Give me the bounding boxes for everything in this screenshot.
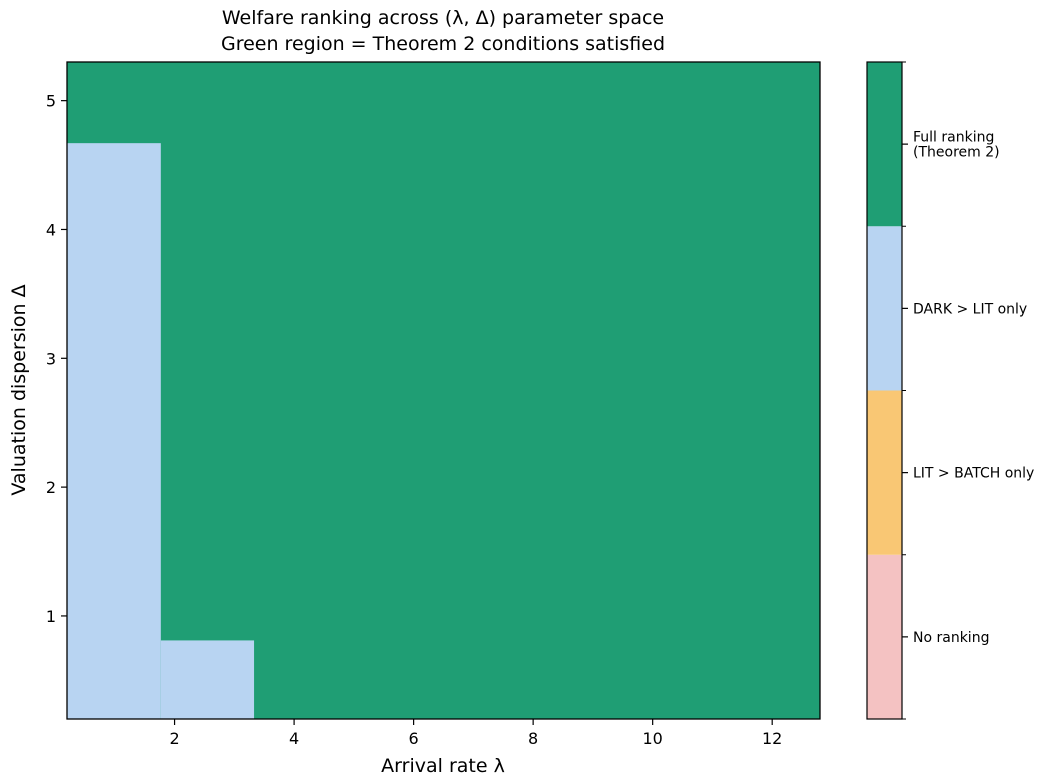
heatmap-region-2 [160,640,255,719]
heatmap-region-1 [67,143,161,720]
plot-frame [66,61,821,720]
chart-title-line-2: Green region = Theorem 2 conditions sati… [221,33,665,55]
colorbar-label: LIT > BATCH only [913,466,1034,482]
heatmap-regions [67,62,820,720]
x-axis-ticks: 2 4 6 8 10 12 [169,719,782,748]
y-tick-label: 4 [46,220,56,239]
y-tick-label: 1 [46,607,56,626]
colorbar-segment [867,62,902,227]
y-tick-label: 2 [46,478,56,497]
y-tick-label: 3 [46,349,56,368]
colorbar-label: DARK > LIT only [913,301,1027,317]
colorbar-segment [867,226,902,391]
x-tick-label: 10 [642,729,662,748]
colorbar-label: Full ranking (Theorem 2) [913,130,1000,161]
x-tick-label: 4 [289,729,299,748]
x-axis-label: Arrival rate λ [381,755,505,777]
colorbar: No ranking LIT > BATCH only DARK > LIT onl… [866,61,1034,720]
heatmap-region-0 [67,62,820,719]
y-axis-label: Valuation dispersion Δ [8,284,30,495]
x-tick-label: 2 [169,729,179,748]
y-tick-label: 5 [46,92,56,111]
x-tick-label: 6 [409,729,419,748]
x-tick-label: 12 [762,729,782,748]
colorbar-segment [867,554,902,719]
x-tick-label: 8 [528,729,538,748]
colorbar-segment [867,390,902,555]
colorbar-label: No ranking [913,630,989,646]
y-axis-ticks: 1 2 3 4 5 [46,92,67,626]
chart-title-line-1: Welfare ranking across (λ, Δ) parameter … [222,7,664,29]
